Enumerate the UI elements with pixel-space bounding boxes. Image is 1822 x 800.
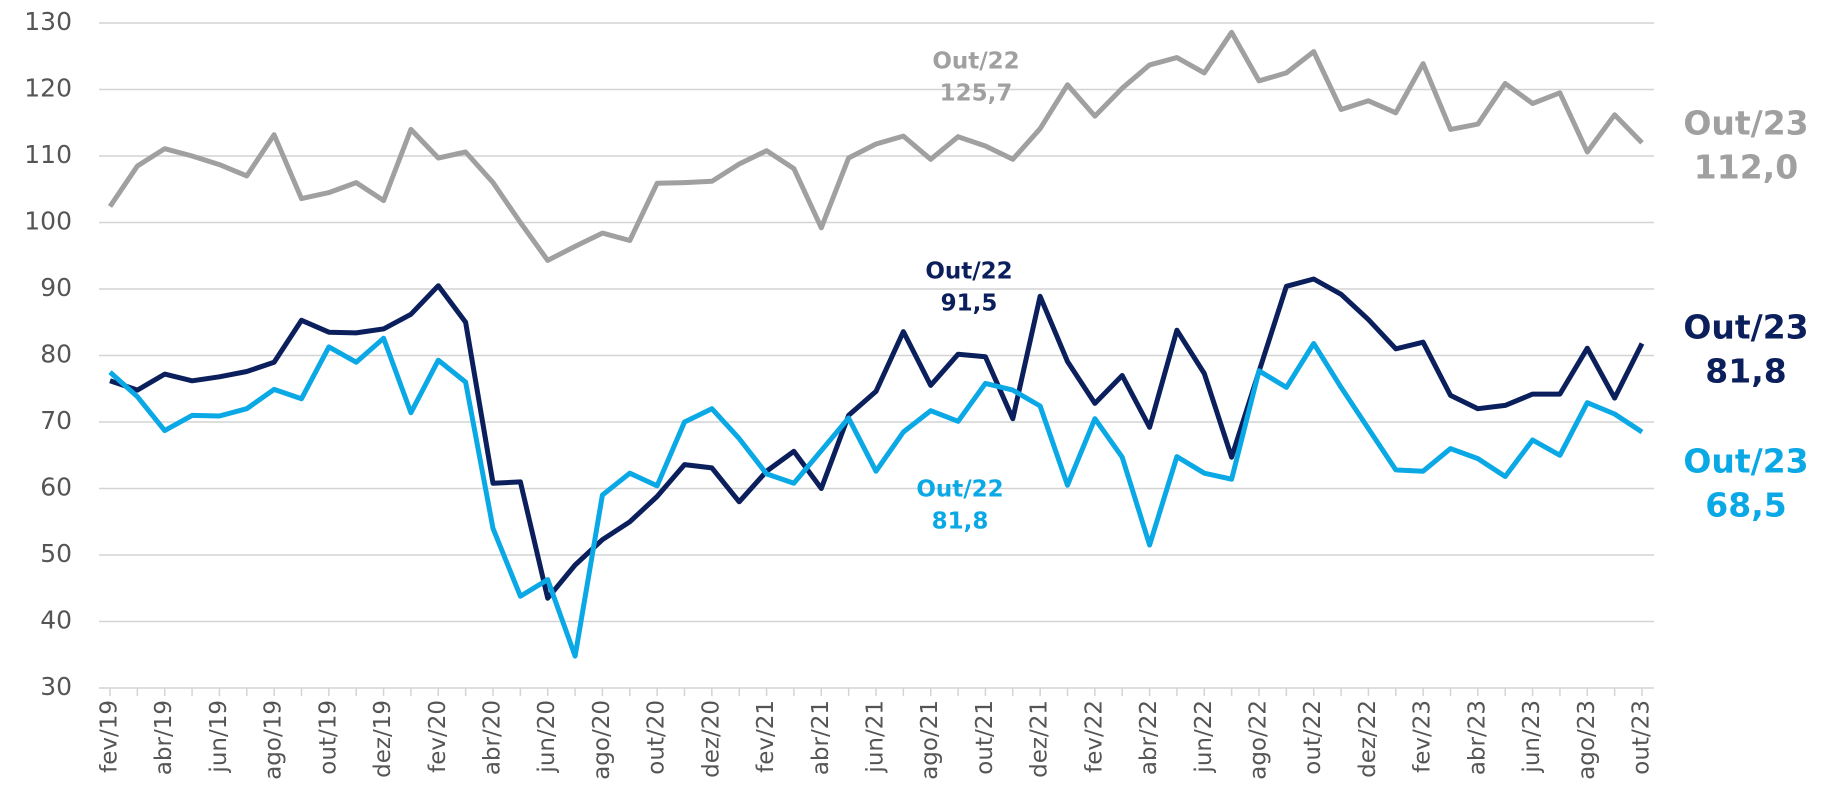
x-tick-label: ago/19 — [261, 700, 287, 780]
x-tick-label: abr/22 — [1136, 700, 1162, 775]
x-tick-label: abr/21 — [808, 700, 834, 775]
y-tick-label: 60 — [40, 473, 72, 502]
x-tick-label: dez/20 — [698, 700, 724, 778]
annotation: 125,7 — [940, 81, 1013, 107]
annotation: Out/22 — [916, 477, 1003, 503]
x-tick-label: dez/22 — [1355, 700, 1381, 778]
end-label: Out/23 — [1683, 442, 1808, 481]
x-tick-label: jun/21 — [863, 700, 889, 774]
line-series — [109, 276, 1645, 601]
x-tick-label: dez/21 — [1027, 700, 1053, 778]
x-tick-label: fev/20 — [425, 700, 451, 773]
x-tick-label: abr/23 — [1464, 700, 1490, 775]
y-tick-label: 30 — [40, 672, 72, 701]
y-tick-label: 40 — [40, 606, 72, 635]
x-tick-label: abr/20 — [480, 700, 506, 775]
x-tick-label: jun/19 — [206, 700, 232, 774]
x-tick-label: out/22 — [1300, 700, 1326, 775]
x-tick-label: out/20 — [644, 700, 670, 775]
annotation: Out/22 — [932, 49, 1019, 75]
x-tick-label: jun/20 — [534, 700, 560, 774]
end-label: 68,5 — [1705, 486, 1786, 525]
y-tick-label: 90 — [40, 273, 72, 302]
line-series — [108, 335, 1644, 659]
end-label: Out/23 — [1683, 104, 1808, 143]
annotation: Out/22 — [925, 259, 1012, 285]
x-tick-label: fev/22 — [1081, 700, 1107, 773]
line-series — [107, 29, 1644, 263]
annotation: 91,5 — [941, 291, 998, 317]
x-tick-label: out/19 — [315, 700, 341, 775]
y-tick-label: 80 — [40, 340, 72, 369]
x-tick-label: out/23 — [1629, 700, 1655, 775]
y-tick-label: 130 — [24, 7, 72, 36]
end-label: 81,8 — [1705, 352, 1786, 391]
y-tick-label: 120 — [24, 74, 72, 103]
y-tick-label: 50 — [40, 539, 72, 568]
y-tick-label: 70 — [40, 406, 72, 435]
x-tick-label: fev/23 — [1410, 700, 1436, 773]
end-label: Out/23 — [1683, 308, 1808, 347]
x-tick-label: jun/22 — [1191, 700, 1217, 774]
x-tick-label: ago/22 — [1246, 700, 1272, 780]
end-label: 112,0 — [1694, 148, 1798, 187]
x-tick-label: jun/23 — [1519, 700, 1545, 774]
x-tick-label: ago/20 — [589, 700, 615, 780]
x-tick-label: dez/19 — [370, 700, 396, 778]
annotation: 81,8 — [932, 509, 989, 535]
x-tick-label: ago/23 — [1574, 700, 1600, 780]
x-tick-label: ago/21 — [917, 700, 943, 780]
x-tick-label: fev/19 — [97, 700, 123, 773]
y-tick-label: 110 — [24, 140, 72, 169]
x-tick-label: out/21 — [972, 700, 998, 775]
y-tick-label: 100 — [24, 207, 72, 236]
x-tick-label: fev/21 — [753, 700, 779, 773]
x-tick-label: abr/19 — [151, 700, 177, 775]
